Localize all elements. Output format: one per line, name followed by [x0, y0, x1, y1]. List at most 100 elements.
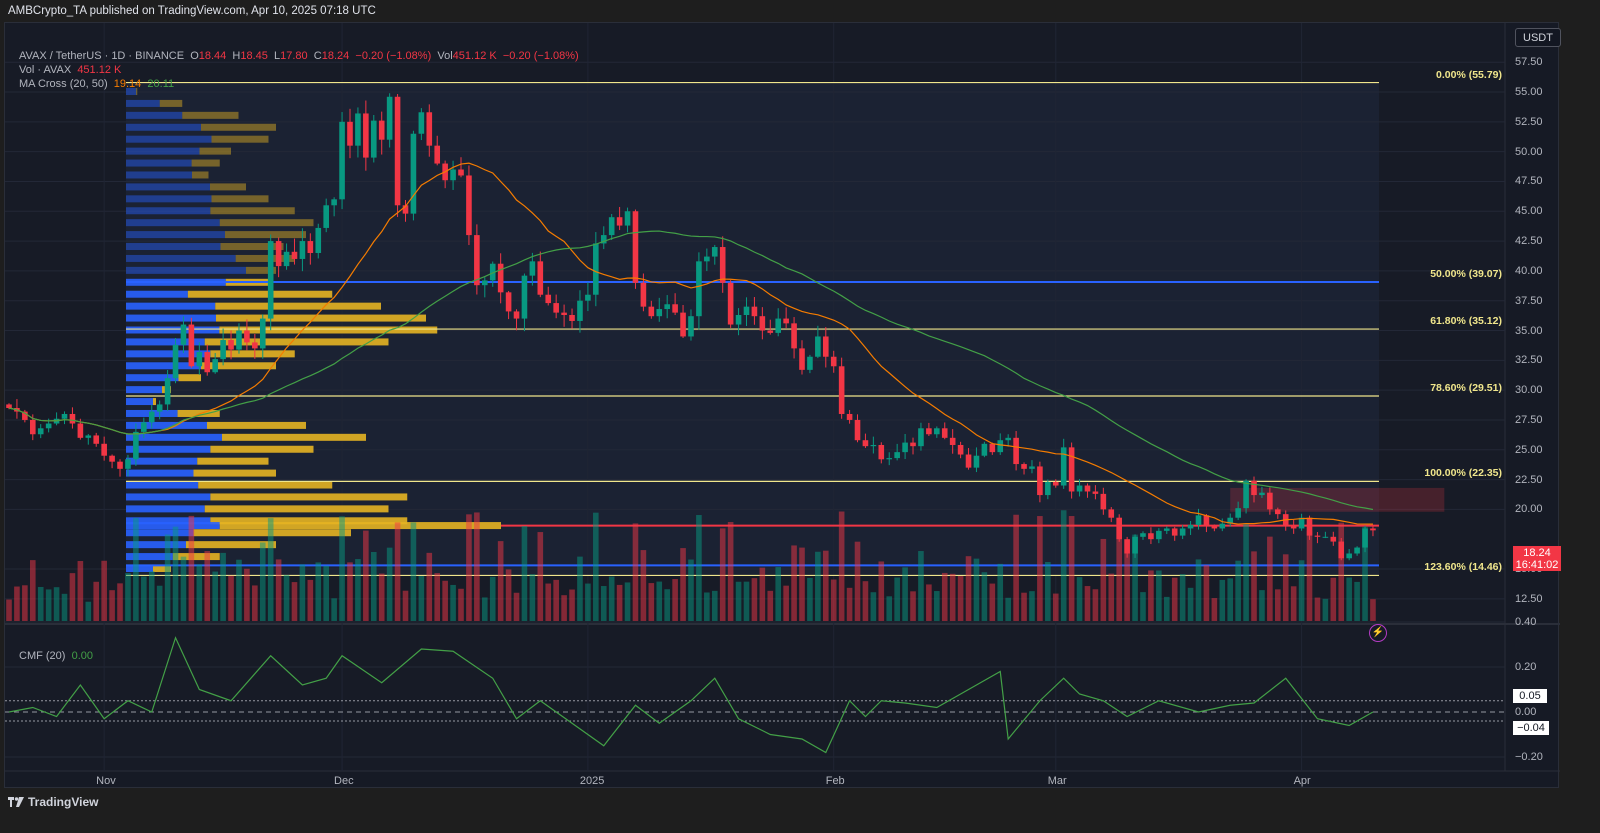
tradingview-logo[interactable]: TradingView: [8, 795, 98, 809]
candle-bearish: [783, 318, 789, 324]
volume-profile-sell-bar: [204, 338, 389, 346]
volume-bar: [442, 580, 448, 621]
candle-bullish: [1163, 528, 1170, 531]
volume-bar: [323, 565, 329, 621]
candle-bullish: [1076, 485, 1083, 492]
candle-bullish: [418, 112, 425, 134]
price-chart[interactable]: [5, 23, 1560, 789]
volume-bar: [957, 575, 964, 621]
volume-bar: [830, 579, 837, 621]
volume-bar: [458, 588, 464, 621]
lightning-icon[interactable]: ⚡: [1369, 624, 1387, 642]
volume-profile-sell-bar: [220, 243, 284, 251]
currency-button[interactable]: USDT: [1515, 28, 1561, 47]
volume-profile-sell-bar: [219, 522, 501, 530]
volume-profile-sell-bar: [215, 302, 381, 310]
volume-profile-sell-bar: [246, 266, 276, 274]
volume-bar: [109, 590, 115, 621]
volume-bar: [466, 514, 472, 621]
volume-profile-sell-bar: [204, 505, 389, 513]
volume-title: Vol · AVAX: [19, 64, 72, 76]
candle-bullish: [1243, 480, 1249, 509]
volume-bar: [6, 599, 12, 621]
candle-bullish: [886, 458, 893, 460]
candle-bullish: [1354, 547, 1360, 554]
candle-bullish: [1005, 437, 1011, 441]
volume-profile-buy-bar: [126, 231, 225, 239]
volume-bar: [1076, 577, 1083, 621]
volume-profile-sell-bar: [199, 147, 231, 155]
volume-bar: [93, 581, 100, 621]
volume-legend[interactable]: Vol · AVAX 451.12 K: [19, 64, 121, 76]
candle-bearish: [1338, 541, 1345, 559]
volume-bar: [1092, 589, 1099, 621]
volume-profile-sell-bar: [210, 350, 295, 358]
vol-value: 451.12 K: [452, 50, 497, 62]
volume-bar: [1243, 523, 1249, 621]
candle-bullish: [1322, 536, 1329, 538]
volume-profile-buy-bar: [126, 457, 198, 465]
volume-bar: [1148, 570, 1154, 621]
volume-profile-buy-bar: [126, 266, 246, 274]
volume-profile-sell-bar: [197, 457, 269, 465]
volume-bar: [418, 575, 425, 621]
volume-profile-buy-bar: [126, 314, 216, 322]
candle-bullish: [355, 113, 361, 146]
candle-bearish: [751, 306, 758, 317]
close-value: 18.24: [321, 50, 350, 62]
candle-bearish: [434, 145, 441, 164]
volume-bar: [1362, 526, 1368, 621]
candle-bullish: [1029, 466, 1035, 469]
candle-bearish: [989, 443, 996, 453]
candle-bearish: [616, 217, 623, 226]
candle-bullish: [815, 336, 821, 357]
volume-bar: [870, 592, 877, 621]
symbol-name[interactable]: AVAX / TetherUS · 1D · BINANCE: [19, 50, 185, 62]
volume-bar: [220, 552, 226, 621]
candle-bearish: [6, 404, 12, 409]
candle-bullish: [489, 263, 496, 281]
volume-bar: [608, 576, 615, 621]
candle-bearish: [1251, 480, 1257, 496]
candle-bullish: [196, 351, 203, 367]
cmf-legend[interactable]: CMF (20) 0.00: [19, 650, 93, 662]
candle-bullish: [870, 444, 877, 447]
volume-profile-sell-bar: [186, 541, 276, 549]
volume-bar: [656, 581, 663, 621]
candle-bearish: [363, 113, 369, 158]
candle-bearish: [252, 342, 258, 349]
candle-bullish: [704, 256, 710, 262]
candle-bullish: [585, 294, 591, 301]
volume-bar: [981, 572, 988, 621]
candle-bearish: [1330, 536, 1337, 542]
open-value: 18.44: [198, 50, 227, 62]
volume-bar: [331, 598, 337, 621]
candle-bullish: [1235, 508, 1241, 518]
volume-bar: [1163, 596, 1170, 621]
volume-bar: [989, 583, 996, 621]
price-tick-label: 45.00: [1515, 205, 1543, 218]
candle-bullish: [339, 121, 345, 200]
candle-bearish: [426, 112, 433, 146]
candle-bearish: [759, 316, 766, 331]
candle-bearish: [957, 444, 964, 455]
candle-bearish: [680, 312, 686, 337]
ma-cross-legend[interactable]: MA Cross (20, 50) 19.14 20.11: [19, 78, 174, 90]
candle-bearish: [830, 356, 837, 367]
candle-bearish: [965, 454, 972, 468]
volume-bar: [529, 574, 536, 621]
candle-bullish: [529, 261, 536, 276]
volume-bar: [1029, 591, 1035, 621]
price-tick-label: 20.00: [1515, 503, 1543, 516]
volume-bar: [1116, 517, 1122, 621]
candle-bearish: [402, 205, 409, 214]
last-price-tag: 18.24 16:41:02: [1513, 546, 1561, 571]
volume-bar: [1259, 590, 1265, 621]
candle-bullish: [1060, 447, 1067, 486]
volume-bar: [648, 583, 655, 621]
price-tick-label: 27.50: [1515, 413, 1543, 426]
volume-profile-sell-bar: [201, 362, 276, 370]
symbol-legend[interactable]: AVAX / TetherUS · 1D · BINANCE O18.44 H1…: [19, 50, 579, 62]
candle-bearish: [767, 330, 774, 333]
candle-bearish: [1203, 515, 1210, 527]
